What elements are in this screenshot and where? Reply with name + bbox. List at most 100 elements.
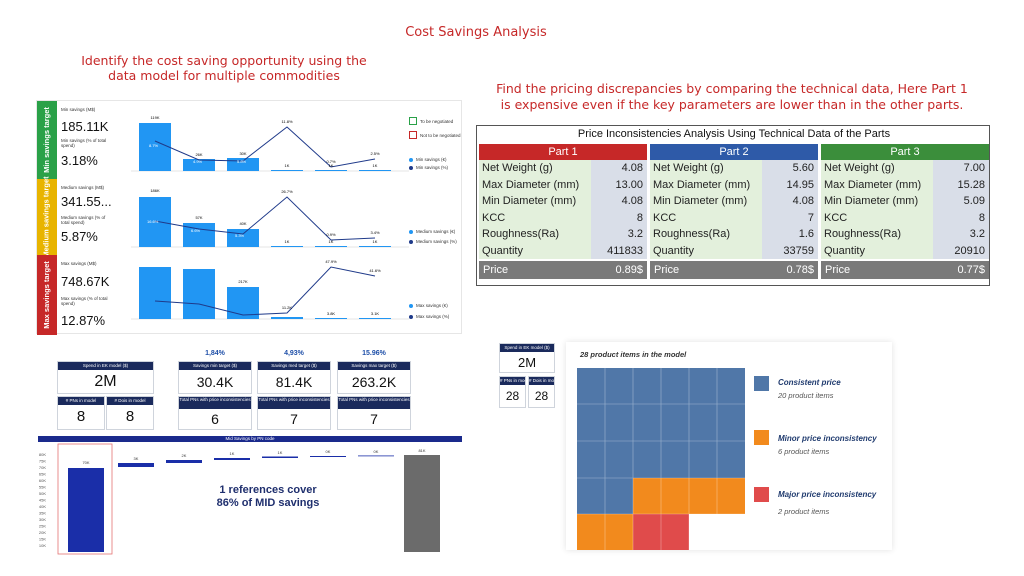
legend-consistent-sub: 20 product items (778, 391, 834, 400)
part-2-price-row: Price 0.78$ (650, 261, 818, 279)
legend-min-line: Min savings (%) (409, 165, 448, 170)
spend-kpi-value: 2M (94, 373, 117, 390)
min-target-pct: 1,84% (205, 350, 225, 357)
max-inconsistency-value: 7 (370, 411, 378, 427)
min-line (154, 126, 376, 168)
y-tick: 20K (39, 530, 46, 535)
max-bar-4 (271, 317, 303, 319)
row-key: Max Diameter (mm) (821, 176, 933, 193)
major-area (633, 514, 689, 550)
min-bar-label-6: 1K (373, 163, 378, 168)
legend-max-line: Max savings (%) (409, 314, 449, 319)
navy-dot (409, 165, 413, 170)
bar-label: 1K (230, 451, 235, 456)
row-key: KCC (479, 209, 591, 226)
kpi-max: Max savings (M$) 748.67K Max savings (% … (61, 261, 115, 328)
green-swatch (409, 117, 417, 125)
legend-max-line-label: Max savings (%) (416, 314, 450, 319)
max-target-label: Savings max target ($) (338, 362, 410, 370)
bar-label: 1K (278, 450, 283, 455)
row-key: Roughness(Ra) (821, 226, 933, 243)
medium-chart: 186K 57K 40K 1K 1K 1K 16.6% 6.6% 5.3% 26… (131, 188, 409, 248)
kpi-medium: Medium savings (M$) 341.55... Medium sav… (61, 185, 115, 244)
min-inner-label-3: 5.8% (237, 159, 247, 164)
max-bar-label-6: 3.1K (371, 311, 380, 316)
table-row: KCC 8 (479, 209, 647, 226)
mosaic-treemap (577, 368, 745, 550)
row-value: 5.09 (933, 193, 989, 210)
price-label: Price (654, 264, 680, 276)
table-title: Price Inconsistencies Analysis Using Tec… (577, 128, 891, 140)
row-value: 7.00 (933, 160, 989, 177)
medium-pct-value: 5.87% (61, 229, 98, 244)
y-tick: 70K (39, 465, 46, 470)
row-value: 4.08 (591, 193, 647, 210)
row-key: Roughness(Ra) (479, 226, 591, 243)
max-line (154, 266, 376, 316)
med-target-label: Savings med target ($) (258, 362, 330, 370)
max-target-pct: 15.96% (362, 350, 386, 357)
waterfall-bar-1 (68, 468, 104, 552)
highlight-box (57, 443, 113, 555)
medium-bar-1 (139, 197, 171, 247)
table-row: Quantity 33759 (650, 242, 818, 259)
max-savings-value: 748.67K (61, 274, 110, 289)
legend-minor-swatch (754, 430, 769, 445)
legend-max-bar: Max savings (€) (409, 303, 448, 308)
part-1-header: Part 1 (479, 144, 647, 160)
row-value: 13.00 (591, 176, 647, 193)
row-key: Quantity (479, 242, 591, 259)
right-subtitle-line-1: Find the pricing discrepancies by compar… (496, 81, 968, 96)
band-medium: Medium savings target (37, 176, 57, 258)
mosaic-dois-value: 28 (534, 389, 549, 403)
legend-consistent-label: Consistent price (778, 378, 841, 387)
row-value: 5.60 (762, 160, 818, 177)
kpi-min: Min savings (M$) 185.11K Min savings (% … (61, 107, 115, 168)
mosaic-pns-label: # PNs in model (500, 377, 525, 385)
part-3-column: Part 3 Net Weight (g) 7.00 Max Diameter (… (821, 144, 989, 279)
medium-bar-4 (271, 246, 303, 247)
band-medium-label: Medium savings target (42, 176, 51, 258)
row-key: Net Weight (g) (821, 160, 933, 177)
table-row: Max Diameter (mm) 15.28 (821, 176, 989, 193)
bar-label: 2K (182, 453, 187, 458)
price-label: Price (483, 264, 509, 276)
mosaic-spend-card: Spend in EK model ($) 2M (499, 343, 555, 373)
legend-not-to-be-negotiated: Not to be negotiated (409, 131, 461, 139)
pns-kpi-value: 8 (76, 408, 86, 425)
legend-consistent-swatch (754, 376, 769, 391)
max-line-label-6: 41.6% (369, 268, 381, 273)
waterfall-bar-3 (166, 460, 202, 463)
min-bar-label-3: 30K (239, 151, 246, 156)
legend-min-line-label: Min savings (%) (416, 165, 449, 170)
legend-min-bar: Min savings (€) (409, 157, 447, 162)
min-line-label-5: 0.7% (326, 159, 336, 164)
savings-mini-charts: 119K 26K 30K 1K 1K 1K 8.7% 4.9% 5.8% 11.… (131, 115, 409, 320)
table-row: KCC 8 (821, 209, 989, 226)
legend-major-swatch (754, 487, 769, 502)
row-value: 8 (591, 209, 647, 226)
row-value: 4.08 (762, 193, 818, 210)
spend-kpi-card: Spend in EK model ($) 2M (57, 361, 154, 394)
waterfall-bar-total (404, 455, 440, 552)
medium-line (154, 196, 376, 241)
max-line-label-5: 47.9% (325, 259, 337, 264)
medium-savings-value: 341.55... (61, 194, 112, 209)
legend-medium-bar-label: Medium savings (€) (416, 229, 456, 234)
row-value: 3.2 (591, 226, 647, 243)
part-2-column: Part 2 Net Weight (g) 5.60 Max Diameter (… (650, 144, 818, 279)
table-row: Roughness(Ra) 1.6 (650, 226, 818, 243)
mosaic-pns-card: # PNs in model 28 (499, 376, 526, 408)
legend-medium-bar: Medium savings (€) (409, 229, 455, 234)
min-bar-6 (359, 170, 391, 171)
y-tick: 80K (39, 452, 46, 457)
row-value: 15.28 (933, 176, 989, 193)
table-row: Max Diameter (mm) 13.00 (479, 176, 647, 193)
min-inner-label-2: 4.9% (193, 159, 203, 164)
max-target-value: 263.2K (351, 374, 397, 390)
y-tick: 55K (39, 485, 46, 490)
bar-label: 70K (82, 460, 89, 465)
min-bar-5 (315, 170, 347, 171)
max-chart: 217K 11.2K 3.8K 3.1K 47.9% 41.6% (131, 259, 409, 320)
table-row: Net Weight (g) 5.60 (650, 160, 818, 177)
